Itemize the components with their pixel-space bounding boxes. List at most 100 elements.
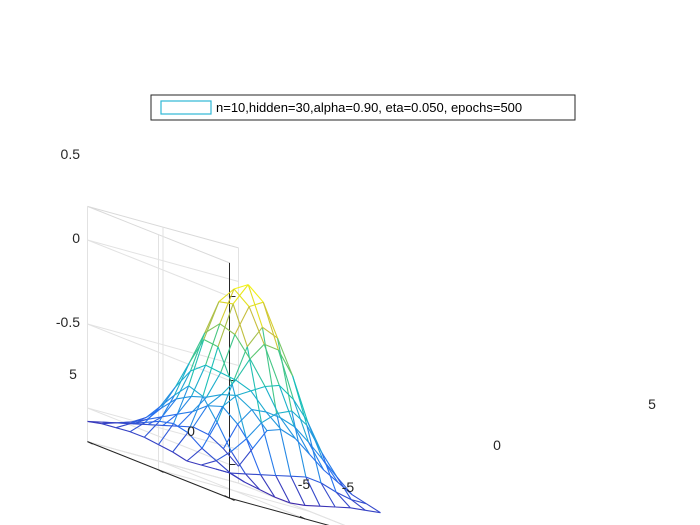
mesh-segment <box>220 372 237 381</box>
mesh-segment <box>175 370 191 400</box>
mesh-segment <box>204 301 220 334</box>
mesh-segment <box>320 482 337 493</box>
mesh-segment <box>279 417 296 439</box>
x-tick-label: 0 <box>493 437 501 453</box>
mesh-segment <box>172 451 188 462</box>
mesh-segment <box>235 358 251 381</box>
mesh-segment <box>129 431 145 438</box>
mesh-segment <box>207 406 223 435</box>
mesh-segment <box>233 284 249 290</box>
mesh-segment <box>260 474 276 498</box>
mesh-segment <box>176 395 192 400</box>
mesh-segment <box>220 334 236 373</box>
mesh-segment <box>276 337 293 412</box>
mesh-segment <box>205 364 221 374</box>
y-tick <box>87 441 93 445</box>
mesh-segment <box>251 409 267 413</box>
mesh-segment <box>350 507 366 511</box>
mesh-segment <box>260 474 276 477</box>
mesh-segment <box>101 423 117 429</box>
mesh-segment <box>219 323 236 335</box>
y-tick <box>158 469 164 473</box>
z-tick-label: 0 <box>72 230 80 246</box>
mesh-segment <box>323 469 339 483</box>
mesh-segment <box>320 482 336 508</box>
mesh-segment <box>291 410 308 426</box>
mesh-segment <box>144 436 159 446</box>
mesh-segment <box>278 385 294 400</box>
mesh-segment <box>277 349 295 400</box>
mesh-segment <box>174 370 191 388</box>
mesh-segment <box>237 423 254 449</box>
z-tick-label: -0.5 <box>56 314 80 330</box>
mesh-segment <box>206 372 222 398</box>
mesh-segment <box>188 339 205 386</box>
mesh-segment <box>222 406 239 425</box>
mesh-segment <box>172 432 189 453</box>
legend: n=10,hidden=30,alpha=0.90, eta=0.050, ep… <box>150 94 576 121</box>
mesh-segment <box>216 422 232 452</box>
mesh-segment <box>236 390 252 396</box>
mesh-segment <box>160 398 177 409</box>
mesh-segment <box>293 426 310 455</box>
mesh-segment <box>174 362 191 388</box>
mesh-segment <box>245 473 261 476</box>
mesh-segment <box>293 426 310 443</box>
mesh-segment <box>293 399 309 423</box>
mesh-segment <box>335 491 352 501</box>
mesh-segment <box>207 405 223 408</box>
grid-line <box>158 469 310 512</box>
mesh-segment <box>230 472 246 475</box>
x-tick-label: 5 <box>648 396 656 412</box>
mesh-segment <box>174 362 191 396</box>
mesh-segment <box>245 422 262 440</box>
box-edge <box>87 205 239 249</box>
mesh-segment <box>251 409 268 431</box>
mesh-segment <box>200 464 216 470</box>
mesh-segment <box>365 509 381 514</box>
mesh-segment <box>132 418 148 425</box>
mesh-segment <box>188 385 204 397</box>
mesh-segment <box>321 452 337 493</box>
mesh-segment <box>222 448 239 467</box>
legend-swatch <box>160 100 212 115</box>
mesh-segment <box>235 379 252 392</box>
x-tick <box>299 515 306 520</box>
y-axis <box>87 441 230 499</box>
axis-lines <box>87 262 330 525</box>
mesh-segment <box>219 288 235 324</box>
mesh-segment <box>260 422 277 476</box>
mesh-segment <box>200 460 217 466</box>
mesh-segment <box>189 332 206 363</box>
mesh-segment <box>247 284 263 328</box>
mesh-segment <box>158 444 173 453</box>
mesh-segment <box>207 394 222 407</box>
mesh-segment <box>276 337 294 377</box>
mesh-segment <box>221 394 237 396</box>
mesh-segment <box>173 423 189 434</box>
mesh-segment <box>87 420 103 423</box>
legend-box <box>150 94 576 121</box>
mesh-segment <box>245 438 262 475</box>
mesh-segment <box>230 451 246 475</box>
mesh-segment <box>291 410 307 478</box>
box-edge <box>87 205 230 264</box>
x-tick <box>224 495 230 499</box>
mesh-segment <box>335 491 351 509</box>
mesh-segment <box>205 323 221 366</box>
mesh-segment <box>115 427 131 433</box>
mesh-segment <box>162 424 179 427</box>
mesh-segment <box>174 385 190 396</box>
mesh-segment <box>351 499 367 505</box>
mesh-segment <box>265 411 281 419</box>
mesh-segment <box>321 452 338 478</box>
mesh-segment <box>336 476 353 496</box>
y-tick <box>229 497 235 502</box>
mesh-segment <box>238 448 254 467</box>
mesh-segment <box>265 384 280 388</box>
mesh-segment <box>366 503 381 514</box>
mesh-segment <box>178 425 194 428</box>
mesh-segment <box>250 390 267 413</box>
mesh-segment <box>248 306 265 345</box>
